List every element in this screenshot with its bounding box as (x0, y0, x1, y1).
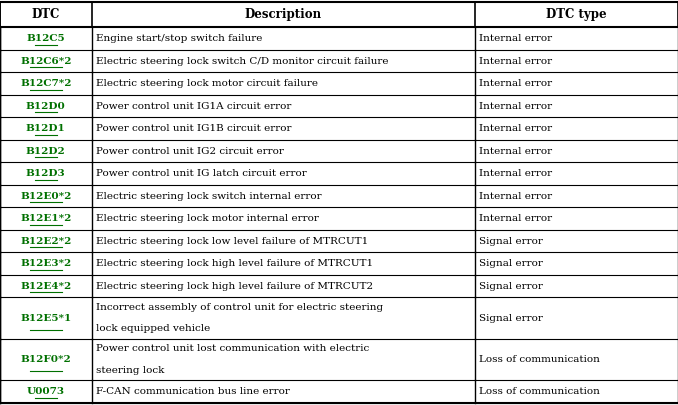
Text: Electric steering lock switch C/D monitor circuit failure: Electric steering lock switch C/D monito… (96, 57, 388, 66)
Text: B12D1: B12D1 (26, 124, 66, 133)
Text: Internal error: Internal error (479, 124, 552, 133)
Text: Internal error: Internal error (479, 169, 552, 178)
Text: Internal error: Internal error (479, 214, 552, 223)
Text: B12D3: B12D3 (26, 169, 66, 178)
Text: Signal error: Signal error (479, 259, 542, 268)
Text: B12E5*1: B12E5*1 (20, 314, 71, 323)
Text: Power control unit IG1A circuit error: Power control unit IG1A circuit error (96, 102, 291, 111)
Bar (0, 275, 678, 297)
Text: Power control unit lost communication with electric: Power control unit lost communication wi… (96, 344, 369, 354)
Text: Loss of communication: Loss of communication (479, 355, 599, 364)
Text: Engine start/stop switch failure: Engine start/stop switch failure (96, 34, 262, 43)
Text: Internal error: Internal error (479, 57, 552, 66)
Text: DTC: DTC (32, 8, 60, 21)
Text: Power control unit IG1B circuit error: Power control unit IG1B circuit error (96, 124, 291, 133)
Text: Electric steering lock high level failure of MTRCUT2: Electric steering lock high level failur… (96, 281, 373, 291)
Text: DTC type: DTC type (546, 8, 607, 21)
Text: Electric steering lock switch internal error: Electric steering lock switch internal e… (96, 192, 321, 200)
Text: lock equipped vehicle: lock equipped vehicle (96, 324, 210, 333)
Text: Internal error: Internal error (479, 79, 552, 88)
Text: B12E4*2: B12E4*2 (20, 281, 71, 291)
Bar (0, 162, 678, 185)
Bar (0, 140, 678, 162)
Bar (0, 2, 678, 28)
Text: Electric steering lock motor circuit failure: Electric steering lock motor circuit fai… (96, 79, 317, 88)
Text: B12D0: B12D0 (26, 102, 66, 111)
Text: B12F0*2: B12F0*2 (20, 355, 71, 364)
Bar (0, 185, 678, 207)
Text: steering lock: steering lock (96, 366, 164, 375)
Text: Power control unit IG latch circuit error: Power control unit IG latch circuit erro… (96, 169, 306, 178)
Text: B12E1*2: B12E1*2 (20, 214, 71, 223)
Text: Internal error: Internal error (479, 147, 552, 156)
Text: Signal error: Signal error (479, 314, 542, 323)
Text: Electric steering lock low level failure of MTRCUT1: Electric steering lock low level failure… (96, 237, 367, 246)
Bar (0, 381, 678, 403)
Text: B12E2*2: B12E2*2 (20, 237, 71, 246)
Text: B12E3*2: B12E3*2 (20, 259, 71, 268)
Text: Description: Description (245, 8, 321, 21)
Text: B12C5: B12C5 (26, 34, 65, 43)
Text: Internal error: Internal error (479, 102, 552, 111)
Text: B12C6*2: B12C6*2 (20, 57, 71, 66)
Bar (0, 297, 678, 339)
Text: B12D2: B12D2 (26, 147, 66, 156)
Bar (0, 95, 678, 117)
Text: Power control unit IG2 circuit error: Power control unit IG2 circuit error (96, 147, 283, 156)
Bar (0, 28, 678, 50)
Text: Electric steering lock high level failure of MTRCUT1: Electric steering lock high level failur… (96, 259, 373, 268)
Text: Signal error: Signal error (479, 237, 542, 246)
Bar (0, 230, 678, 252)
Bar (0, 252, 678, 275)
Text: U0073: U0073 (26, 387, 65, 396)
Text: Loss of communication: Loss of communication (479, 387, 599, 396)
Bar (0, 50, 678, 72)
Bar (0, 339, 678, 381)
Bar (0, 117, 678, 140)
Text: Internal error: Internal error (479, 192, 552, 200)
Text: Internal error: Internal error (479, 34, 552, 43)
Text: B12C7*2: B12C7*2 (20, 79, 71, 88)
Bar (0, 72, 678, 95)
Text: Signal error: Signal error (479, 281, 542, 291)
Text: B12E0*2: B12E0*2 (20, 192, 71, 200)
Text: F-CAN communication bus line error: F-CAN communication bus line error (96, 387, 290, 396)
Bar (0, 207, 678, 230)
Text: Electric steering lock motor internal error: Electric steering lock motor internal er… (96, 214, 319, 223)
Text: Incorrect assembly of control unit for electric steering: Incorrect assembly of control unit for e… (96, 303, 382, 312)
